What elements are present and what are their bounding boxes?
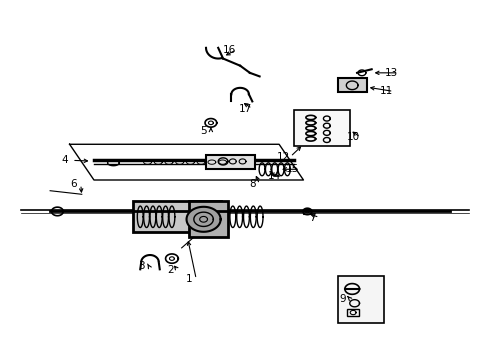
Text: 5: 5 — [200, 126, 207, 136]
Text: 14: 14 — [268, 171, 281, 181]
Bar — [133, 202, 220, 232]
Text: 12: 12 — [276, 152, 290, 162]
Text: 11: 11 — [380, 86, 393, 96]
Text: 17: 17 — [238, 104, 252, 113]
Bar — [338, 78, 367, 93]
Text: 7: 7 — [309, 212, 316, 222]
Text: 4: 4 — [61, 156, 68, 165]
Text: 16: 16 — [223, 45, 236, 55]
Bar — [303, 209, 311, 214]
Text: 3: 3 — [138, 261, 145, 271]
Text: 10: 10 — [346, 132, 360, 142]
Bar — [338, 276, 384, 323]
Text: 13: 13 — [385, 68, 398, 78]
Bar — [347, 309, 360, 316]
Bar — [294, 111, 350, 146]
Text: 8: 8 — [249, 179, 256, 189]
Text: 6: 6 — [70, 179, 77, 189]
Bar — [206, 155, 255, 169]
Bar — [189, 202, 228, 237]
Text: 1: 1 — [186, 274, 192, 284]
Polygon shape — [187, 207, 220, 232]
Text: 2: 2 — [167, 265, 174, 275]
Text: 15: 15 — [286, 164, 299, 174]
Text: 9: 9 — [339, 294, 346, 303]
